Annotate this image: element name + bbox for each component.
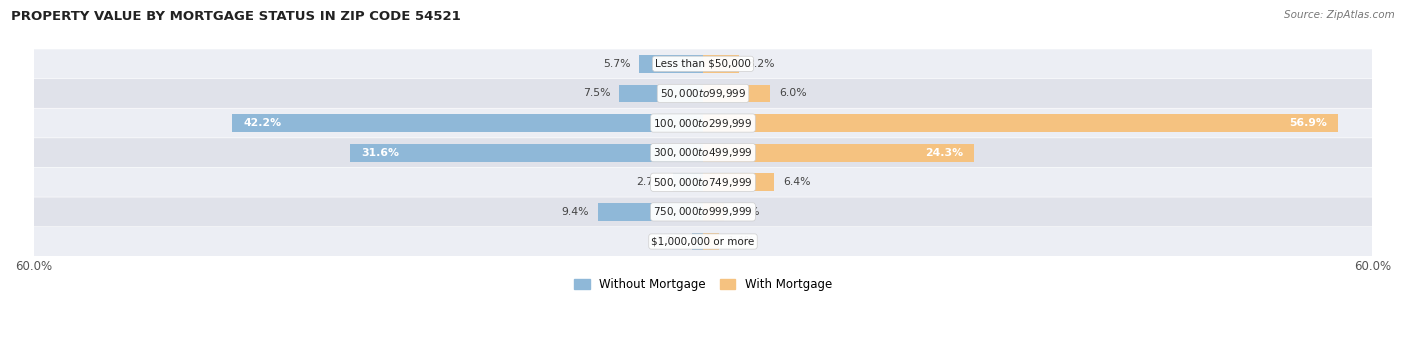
FancyBboxPatch shape	[34, 138, 1372, 167]
Text: 7.5%: 7.5%	[583, 88, 610, 98]
Text: 24.3%: 24.3%	[925, 148, 963, 158]
Text: 42.2%: 42.2%	[243, 118, 281, 128]
FancyBboxPatch shape	[34, 227, 1372, 256]
Text: 56.9%: 56.9%	[1289, 118, 1327, 128]
Text: $50,000 to $99,999: $50,000 to $99,999	[659, 87, 747, 100]
FancyBboxPatch shape	[34, 198, 1372, 226]
Bar	[232, 114, 703, 132]
Bar	[640, 55, 703, 73]
Bar	[703, 203, 724, 221]
Text: 31.6%: 31.6%	[361, 148, 399, 158]
FancyBboxPatch shape	[34, 168, 1372, 197]
FancyBboxPatch shape	[34, 79, 1372, 108]
Text: 2.7%: 2.7%	[637, 177, 664, 187]
Text: Source: ZipAtlas.com: Source: ZipAtlas.com	[1284, 10, 1395, 20]
Text: $100,000 to $299,999: $100,000 to $299,999	[654, 117, 752, 130]
Legend: Without Mortgage, With Mortgage: Without Mortgage, With Mortgage	[569, 274, 837, 296]
Bar	[350, 144, 703, 162]
Text: $1,000,000 or more: $1,000,000 or more	[651, 237, 755, 246]
Text: $500,000 to $749,999: $500,000 to $749,999	[654, 176, 752, 189]
Text: 9.4%: 9.4%	[561, 207, 589, 217]
Text: $750,000 to $999,999: $750,000 to $999,999	[654, 205, 752, 218]
Bar	[673, 173, 703, 191]
Text: 1.9%: 1.9%	[733, 207, 761, 217]
Bar	[703, 144, 974, 162]
Bar	[703, 173, 775, 191]
Bar	[703, 114, 1339, 132]
Text: 1.4%: 1.4%	[727, 237, 755, 246]
Text: Less than $50,000: Less than $50,000	[655, 59, 751, 69]
Text: 6.4%: 6.4%	[783, 177, 811, 187]
FancyBboxPatch shape	[34, 108, 1372, 138]
Text: $300,000 to $499,999: $300,000 to $499,999	[654, 146, 752, 159]
Text: 5.7%: 5.7%	[603, 59, 630, 69]
Text: 1.0%: 1.0%	[655, 237, 683, 246]
FancyBboxPatch shape	[34, 49, 1372, 78]
Bar	[619, 85, 703, 102]
Text: 3.2%: 3.2%	[748, 59, 775, 69]
Bar	[598, 203, 703, 221]
Bar	[703, 85, 770, 102]
Text: 6.0%: 6.0%	[779, 88, 807, 98]
Bar	[692, 233, 703, 250]
Text: PROPERTY VALUE BY MORTGAGE STATUS IN ZIP CODE 54521: PROPERTY VALUE BY MORTGAGE STATUS IN ZIP…	[11, 10, 461, 23]
Bar	[703, 233, 718, 250]
Bar	[703, 55, 738, 73]
